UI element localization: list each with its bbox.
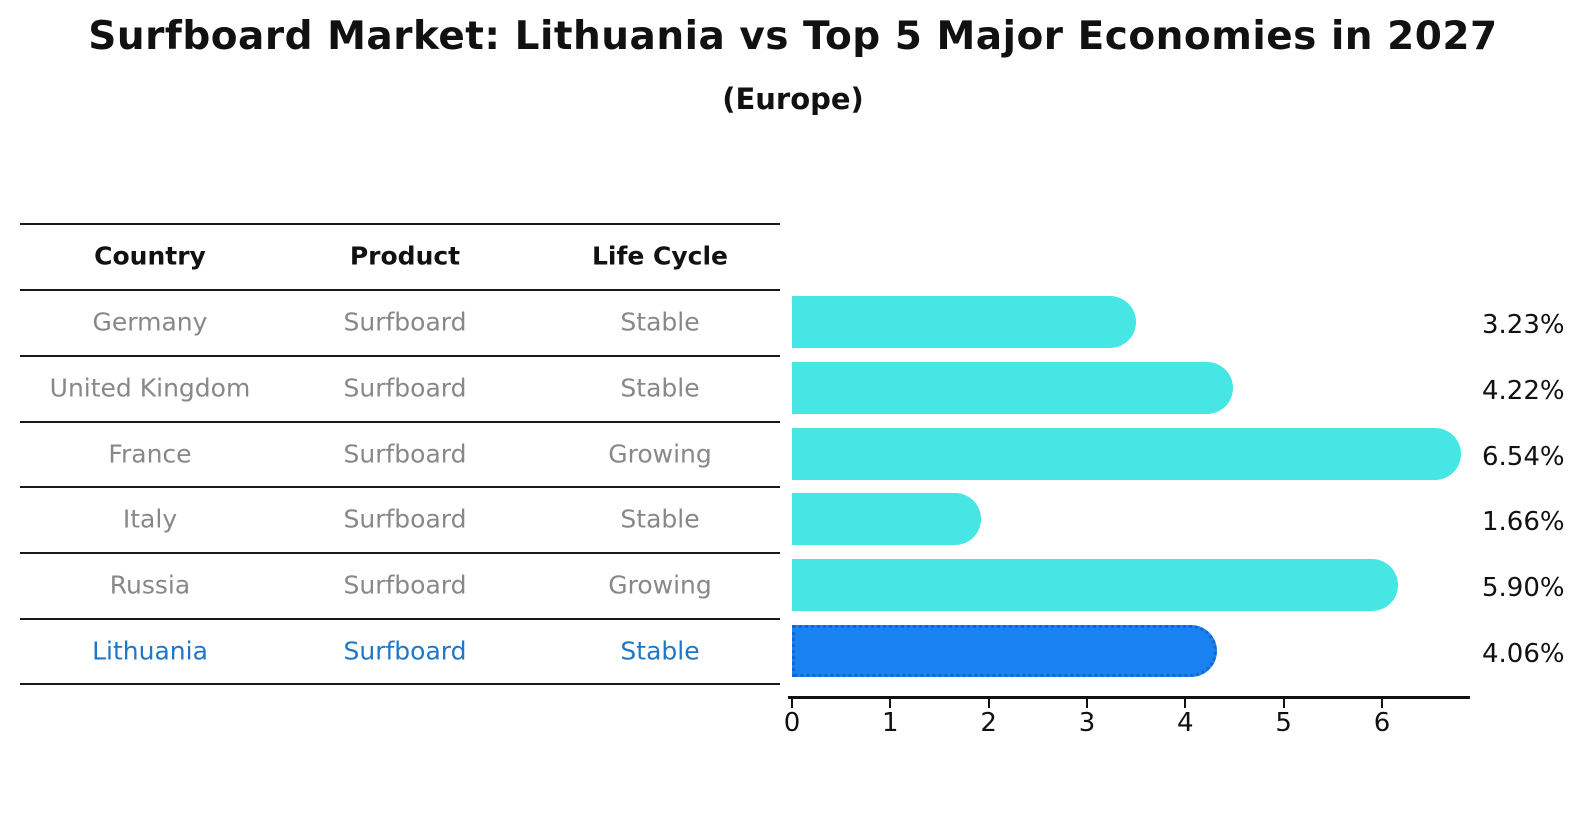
bar-highlighted <box>792 624 1218 677</box>
table-cell-country: Lithuania <box>92 636 208 665</box>
table-cell-product: Surfboard <box>343 570 467 600</box>
table-cell-life-cycle: Growing <box>608 570 712 600</box>
x-axis-tick-label: 2 <box>980 708 997 738</box>
table-cell-country: Germany <box>92 307 208 337</box>
table-cell-country: Italy <box>122 504 178 534</box>
x-axis-tick-label: 0 <box>783 708 801 738</box>
bar <box>792 296 1136 348</box>
table-header-product: Product <box>349 241 461 271</box>
x-axis-tick-label: 6 <box>1373 708 1391 738</box>
bar <box>792 427 1462 480</box>
table-cell-country: United Kingdom <box>49 373 251 403</box>
value-label: 6.54% <box>1482 441 1565 472</box>
table-rule <box>20 289 780 291</box>
table-cell-life-cycle: Stable <box>620 307 700 337</box>
bar <box>792 362 1233 414</box>
value-label: 4.06% <box>1482 638 1565 669</box>
table-cell-country: Russia <box>109 570 191 600</box>
bar <box>792 559 1399 611</box>
bar <box>792 493 982 545</box>
table-cell-life-cycle: Stable <box>620 636 700 665</box>
table-cell-life-cycle: Stable <box>620 373 700 403</box>
x-axis-tick <box>889 699 892 708</box>
x-axis-tick <box>1184 699 1187 708</box>
table-rule <box>20 486 780 488</box>
x-axis-tick-label: 5 <box>1275 708 1292 738</box>
value-label: 4.22% <box>1482 376 1565 406</box>
x-axis-tick <box>791 699 793 708</box>
table-header-life-cycle: Life Cycle <box>591 241 729 271</box>
value-label: 5.90% <box>1482 573 1565 603</box>
table-cell-life-cycle: Growing <box>608 439 712 468</box>
value-label: 1.66% <box>1482 507 1565 537</box>
x-axis-tick <box>987 699 990 708</box>
table-cell-product: Surfboard <box>343 439 467 468</box>
table-rule <box>20 421 780 423</box>
table-cell-product: Surfboard <box>343 504 467 534</box>
chart-title: Surfboard Market: Lithuania vs Top 5 Maj… <box>88 14 1498 59</box>
x-axis-tick-label: 3 <box>1078 708 1096 738</box>
table-cell-product: Surfboard <box>343 636 467 665</box>
table-cell-product: Surfboard <box>343 373 467 403</box>
table-rule <box>20 223 780 225</box>
x-axis-tick-label: 4 <box>1177 708 1194 738</box>
x-axis-tick <box>1085 699 1088 708</box>
chart-subtitle: (Europe) <box>722 82 864 116</box>
table-rule <box>20 618 780 620</box>
table-rule <box>20 355 780 357</box>
x-axis-line <box>788 696 1470 699</box>
table-header-country: Country <box>94 241 206 271</box>
table-rule <box>20 683 780 685</box>
table-rule <box>20 552 780 554</box>
x-axis-tick <box>1380 699 1383 708</box>
table-cell-life-cycle: Stable <box>620 504 700 534</box>
x-axis-tick-label: 1 <box>882 708 899 738</box>
table-cell-country: France <box>108 439 192 468</box>
table-cell-product: Surfboard <box>343 307 467 337</box>
value-label: 3.23% <box>1482 310 1565 340</box>
x-axis-tick <box>1282 699 1285 708</box>
